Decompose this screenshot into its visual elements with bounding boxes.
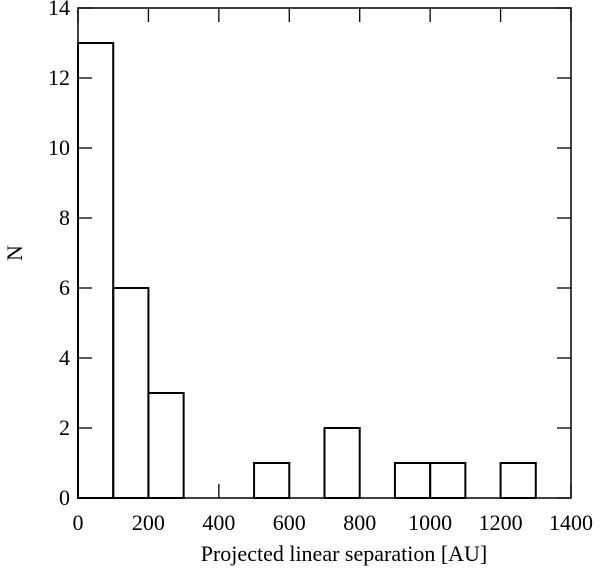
x-tick-label: 1400 [549,510,593,535]
x-tick-label: 200 [132,510,165,535]
bar [112,287,150,499]
y-tick-label: 8 [59,205,70,230]
bar [393,462,432,499]
x-tick-label: 1200 [479,510,523,535]
x-tick-label: 0 [73,510,84,535]
bar [147,392,185,499]
plot-frame [77,7,572,499]
y-tick-label: 4 [59,345,70,370]
bar [253,462,291,499]
y-tick-label: 12 [48,65,70,90]
x-tick-label: 1000 [408,510,452,535]
x-tick-label: 800 [343,510,376,535]
y-tick-label: 14 [48,0,70,20]
bar [77,42,115,499]
bar [323,427,361,499]
x-tick-label: 400 [202,510,235,535]
y-axis-title: N [2,245,27,261]
y-tick-label: 6 [59,275,70,300]
x-tick-label: 600 [273,510,306,535]
y-tick-label: 10 [48,135,70,160]
bar [499,462,537,499]
y-tick-label: 0 [59,485,70,510]
bar [429,462,467,499]
y-tick-label: 2 [59,415,70,440]
x-axis-title: Projected linear separation [AU] [201,541,488,566]
